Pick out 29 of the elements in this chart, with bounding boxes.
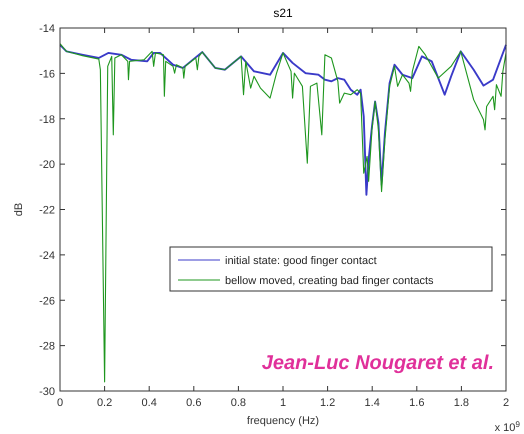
- legend-label: bellow moved, creating bad finger contacts: [225, 275, 434, 287]
- y-tick-label: -14: [39, 23, 55, 35]
- x-axis-title: frequency (Hz): [246, 415, 320, 427]
- y-tick-label: -30: [39, 386, 55, 398]
- y-tick-label: -26: [39, 295, 55, 308]
- line-series: [59, 43, 507, 382]
- legend-label: initial state: good finger contact: [225, 255, 377, 267]
- line-series: [59, 44, 507, 196]
- y-tick-label: -22: [39, 204, 55, 216]
- annotation: Jean-Luc Nougaret et al.: [262, 352, 494, 374]
- y-tick-label: -18: [39, 114, 55, 126]
- x-tick-label: 0.4: [142, 397, 157, 409]
- x-tick-label: 1.6: [409, 397, 424, 409]
- y-tick-label: -20: [39, 159, 55, 172]
- x-tick-label: 1.4: [364, 397, 380, 409]
- y-tick-label: -28: [39, 340, 55, 353]
- y-tick-label: -16: [39, 68, 55, 80]
- y-tick-label: -24: [39, 250, 55, 262]
- x-tick-label: 0.8: [230, 397, 246, 409]
- x-tick-label: 0.6: [186, 397, 202, 409]
- chart-title: s21: [273, 6, 293, 20]
- x-tick-label: 1.2: [320, 397, 336, 409]
- y-axis-title: dB: [13, 202, 25, 216]
- x-tick-label: 2: [502, 397, 510, 409]
- x-tick-label: 0: [56, 397, 64, 409]
- x-tick-label: 0.2: [96, 397, 112, 409]
- text: x 10$^{9}$: [494, 420, 520, 434]
- x-tick-label: 1.8: [454, 397, 470, 409]
- x-tick-label: 1: [280, 397, 286, 409]
